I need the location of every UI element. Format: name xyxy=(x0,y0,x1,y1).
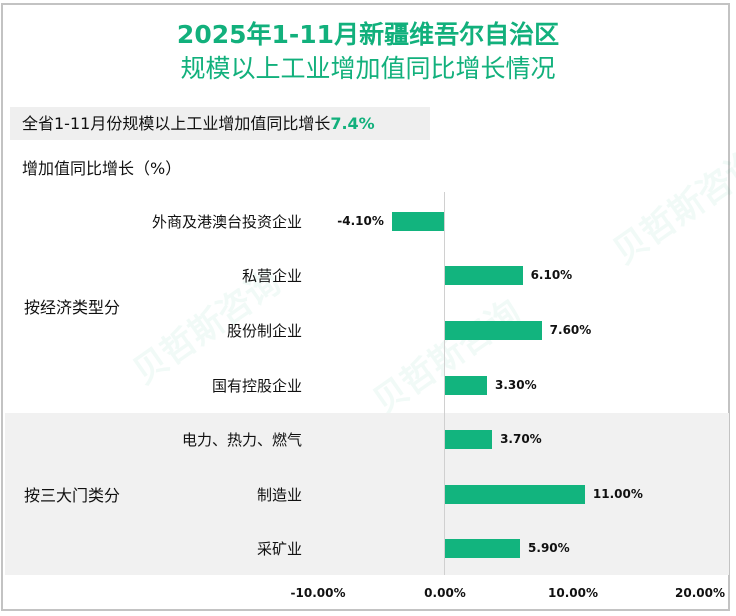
category-label: 电力、热力、燃气 xyxy=(181,431,302,449)
category-label: 制造业 xyxy=(256,486,302,504)
category-label: 外商及港澳台投资企业 xyxy=(151,213,302,231)
summary-highlight: 7.4% xyxy=(330,114,375,133)
bar-value-label: 3.70% xyxy=(500,432,542,446)
chart-title: 2025年1-11月新疆维吾尔自治区 规模以上工业增加值同比增长情况 xyxy=(0,18,736,86)
bar xyxy=(445,430,493,449)
bar xyxy=(445,321,542,340)
category-label: 采矿业 xyxy=(256,540,302,558)
chart-title-line1: 2025年1-11月新疆维吾尔自治区 xyxy=(176,20,560,49)
group-label-economic-type: 按经济类型分 xyxy=(24,298,121,317)
x-tick: 20.00% xyxy=(675,586,725,600)
y-axis-title: 增加值同比增长（%） xyxy=(22,159,182,178)
bar xyxy=(445,376,487,395)
bar-value-label: 3.30% xyxy=(494,378,537,392)
bar xyxy=(445,266,523,285)
bar xyxy=(445,485,585,504)
bar-value-label: 7.60% xyxy=(549,323,592,337)
zero-axis-line xyxy=(444,192,445,575)
x-tick: 0.00% xyxy=(424,586,466,600)
bar xyxy=(445,539,521,558)
summary-text: 全省1-11月份规模以上工业增加值同比增长 xyxy=(22,114,331,133)
category-label: 私营企业 xyxy=(241,267,302,285)
x-tick: 10.00% xyxy=(548,586,598,600)
group-label-sectors: 按三大门类分 xyxy=(24,486,121,505)
group-band-sectors xyxy=(5,413,729,575)
bar-value-label: -4.10% xyxy=(337,214,384,228)
chart-title-line2: 规模以上工业增加值同比增长情况 xyxy=(180,54,556,83)
bar-value-label: 11.00% xyxy=(592,487,643,501)
x-tick: -10.00% xyxy=(290,586,346,600)
bar-value-label: 6.10% xyxy=(530,268,573,282)
bar-value-label: 5.90% xyxy=(528,541,570,555)
category-label: 股份制企业 xyxy=(226,322,302,340)
summary-banner: 全省1-11月份规模以上工业增加值同比增长7.4% xyxy=(10,107,430,140)
bar xyxy=(391,212,444,231)
category-label: 国有控股企业 xyxy=(211,377,302,395)
